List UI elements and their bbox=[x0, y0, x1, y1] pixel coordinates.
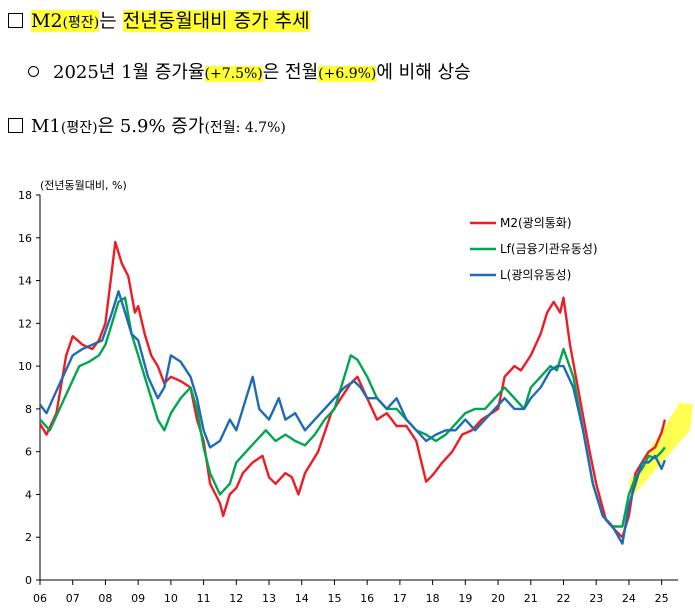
y-tick-label: 0 bbox=[25, 574, 32, 587]
x-tick-label: 17 bbox=[393, 592, 407, 605]
m1-line: M1(평잔)은 5.9% 증가(전월: 4.7%) bbox=[8, 112, 286, 138]
checkbox-square-icon bbox=[8, 13, 23, 28]
x-tick-label: 14 bbox=[295, 592, 309, 605]
chart-series bbox=[38, 240, 667, 545]
headline-trend: 전년동월대비 증가 추세 bbox=[122, 10, 310, 32]
x-tick-label: 08 bbox=[98, 592, 112, 605]
x-tick-label: 22 bbox=[556, 592, 570, 605]
series-line bbox=[39, 296, 666, 528]
legend-label: M2(광의통화) bbox=[500, 216, 572, 230]
x-tick-label: 18 bbox=[426, 592, 440, 605]
sub-bullet-value2: (+6.9%) bbox=[318, 66, 377, 82]
headline-m2-label: M2(평잔) bbox=[31, 10, 100, 32]
circle-bullet-icon bbox=[28, 66, 39, 77]
legend-label: L(광의유동성) bbox=[500, 268, 571, 282]
y-axis-label: (전년동월대비, %) bbox=[40, 179, 127, 192]
y-tick-label: 4 bbox=[25, 488, 32, 501]
x-tick-label: 11 bbox=[197, 592, 211, 605]
x-tick-label: 16 bbox=[360, 592, 374, 605]
x-tick-label: 13 bbox=[262, 592, 276, 605]
headline-particle: 는 bbox=[99, 10, 123, 32]
x-tick-label: 19 bbox=[458, 592, 472, 605]
x-tick-label: 09 bbox=[131, 592, 145, 605]
checkbox-square-icon bbox=[8, 118, 23, 133]
x-tick-label: 10 bbox=[164, 592, 178, 605]
y-tick-label: 16 bbox=[18, 232, 32, 245]
series-line bbox=[38, 240, 667, 539]
m1-previous: (전월: 4.7%) bbox=[204, 120, 286, 136]
m1-growth: 은 5.9% 증가 bbox=[97, 116, 205, 137]
y-tick-label: 10 bbox=[18, 360, 32, 373]
y-tick-label: 18 bbox=[18, 189, 32, 202]
sub-bullet-value1: (+7.5%) bbox=[204, 66, 263, 82]
sub-bullet-text2: 은 전월 bbox=[262, 62, 319, 83]
y-tick-label: 8 bbox=[25, 403, 32, 416]
x-tick-label: 25 bbox=[655, 592, 669, 605]
m1-label-suffix: (평잔) bbox=[60, 120, 98, 136]
y-tick-label: 6 bbox=[25, 446, 32, 459]
x-tick-label: 21 bbox=[524, 592, 538, 605]
x-tick-label: 24 bbox=[622, 592, 636, 605]
sub-bullet-text3: 에 비해 상승 bbox=[376, 62, 471, 83]
x-tick-label: 20 bbox=[491, 592, 505, 605]
headline: M2(평잔)는 전년동월대비 증가 추세 bbox=[8, 6, 310, 33]
y-tick-label: 12 bbox=[18, 317, 32, 330]
y-tick-label: 14 bbox=[18, 275, 32, 288]
sub-bullet: 2025년 1월 증가율(+7.5%)은 전월(+6.9%)에 비해 상승 bbox=[28, 58, 471, 84]
y-tick-label: 2 bbox=[25, 531, 32, 544]
x-tick-label: 12 bbox=[229, 592, 243, 605]
x-tick-label: 06 bbox=[33, 592, 47, 605]
x-tick-label: 07 bbox=[66, 592, 80, 605]
series-line bbox=[39, 290, 667, 545]
x-tick-label: 23 bbox=[589, 592, 603, 605]
x-tick-label: 15 bbox=[327, 592, 341, 605]
chart-legend: M2(광의통화) Lf(금융기관유동성) L(광의유동성) bbox=[470, 216, 598, 282]
legend-label: Lf(금융기관유동성) bbox=[500, 242, 598, 256]
m1-label: M1 bbox=[31, 116, 61, 137]
sub-bullet-text1: 2025년 1월 증가율 bbox=[53, 62, 205, 83]
